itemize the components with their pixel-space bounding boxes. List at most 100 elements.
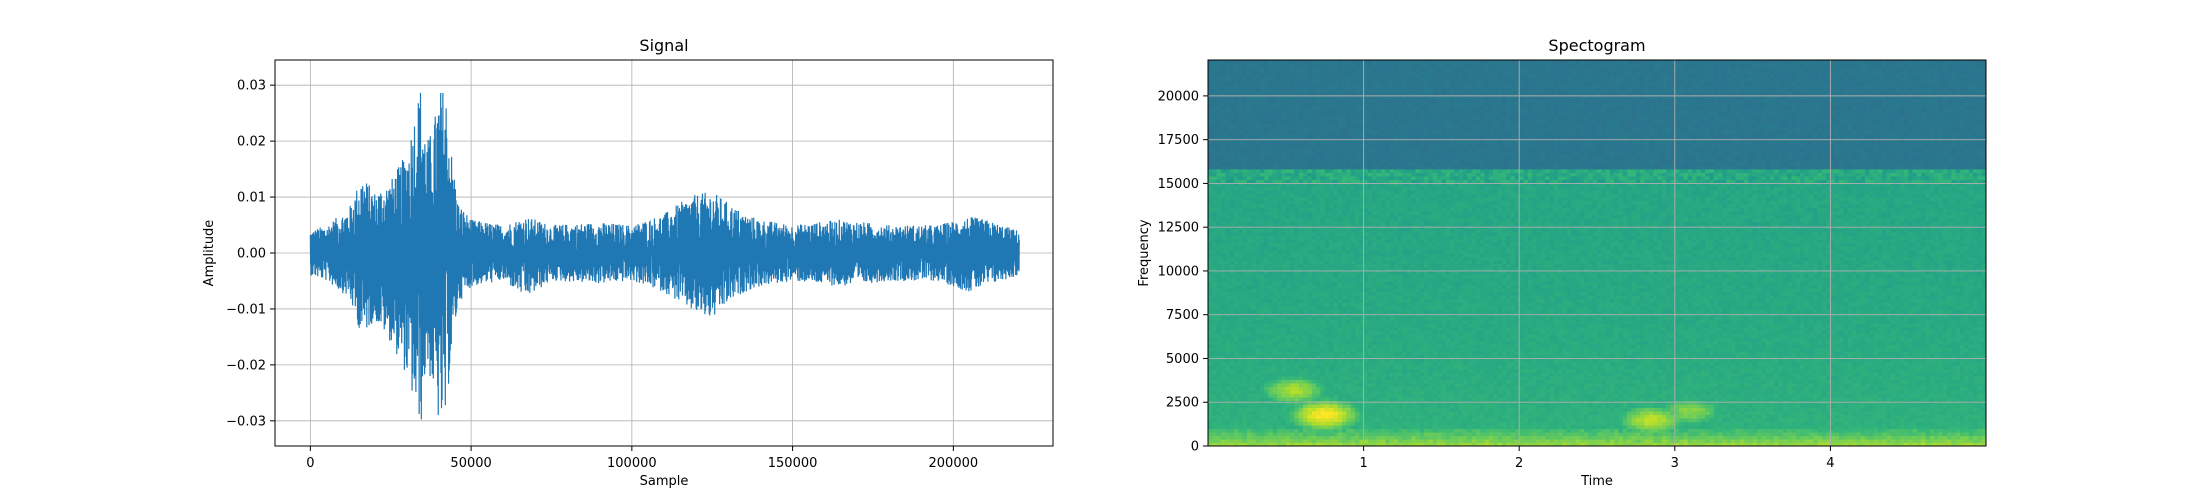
spectrogram-cell: [1869, 442, 1875, 446]
spectrogram-cell: [1290, 368, 1296, 373]
spectrogram-cell: [1359, 365, 1365, 370]
spectrogram-cell: [1960, 396, 1965, 401]
spectrogram-cell: [1454, 414, 1460, 419]
spectrogram-cell: [1869, 361, 1875, 366]
spectrogram-cell: [1545, 361, 1551, 366]
spectrogram-cell: [1890, 421, 1896, 426]
spectrogram-cell: [1899, 368, 1905, 373]
spectrogram-cell: [1730, 431, 1736, 437]
signal-waveform: [309, 92, 1020, 420]
spectrogram-cell: [1467, 442, 1473, 446]
spectrogram-cell: [1679, 417, 1685, 423]
spectrogram-cell: [1532, 375, 1538, 380]
spectrogram-cell: [1346, 389, 1352, 394]
spectrogram-cell: [1601, 435, 1607, 440]
spectrogram-cell: [1769, 351, 1775, 356]
spectrogram-cell: [1450, 417, 1455, 423]
spectrogram-cell: [1847, 403, 1853, 408]
spectrogram-cell: [1955, 438, 1961, 444]
spectrogram-cell: [1769, 410, 1775, 416]
spectrogram-cell: [1687, 431, 1693, 437]
spectrogram-cell: [1545, 365, 1551, 370]
spectrogram-cell: [1380, 365, 1386, 370]
spectrogram-cell: [1782, 396, 1788, 401]
spectrogram-cell: [1752, 396, 1758, 401]
spectrogram-cell: [1726, 351, 1732, 356]
spectrogram-cell: [1601, 431, 1607, 437]
spectrogram-cell: [1679, 414, 1685, 419]
spectrogram-cell: [1839, 389, 1844, 394]
spectrogram-cell: [1532, 382, 1538, 387]
spectrogram-cell: [1730, 351, 1736, 356]
spectrogram-cell: [1393, 417, 1399, 423]
spectrogram-cell: [1895, 361, 1901, 366]
spectrogram-cell: [1566, 414, 1572, 419]
spectrogram-cell: [1903, 428, 1909, 433]
spectrogram-cell: [1367, 442, 1373, 446]
spectrogram-cell: [1290, 410, 1296, 416]
spectrogram-cell: [1955, 368, 1961, 373]
spectrogram-cell: [1376, 442, 1382, 446]
spectrogram-cell: [1899, 365, 1905, 370]
spectrogram-cell: [1739, 410, 1745, 416]
spectrogram-cell: [1220, 358, 1226, 363]
spectrogram-cell: [1272, 410, 1278, 416]
spectrogram-cell: [1670, 421, 1676, 426]
spectrogram-cell: [1285, 354, 1291, 359]
spectrogram-cell: [1635, 424, 1641, 430]
spectrogram-cell: [1929, 421, 1935, 426]
spectrogram-cell: [1748, 386, 1754, 391]
spectrogram-cell: [1363, 358, 1369, 363]
spectrogram-cell: [1813, 442, 1819, 446]
spectrogram-cell: [1973, 389, 1978, 394]
spectrogram-cell: [1661, 386, 1667, 391]
spectrogram-cell: [1925, 431, 1931, 437]
spectrogram-cell: [1592, 410, 1598, 416]
spectrogram-cell: [1536, 407, 1542, 412]
spectrogram-cell: [1285, 414, 1291, 419]
spectrogram-cell: [1311, 442, 1317, 446]
spectrogram-cell: [1925, 396, 1931, 401]
spectrogram-cell: [1782, 410, 1788, 416]
spectrogram-cell: [1527, 414, 1533, 419]
spectrogram-cell: [1493, 435, 1499, 440]
spectrogram-cell: [1730, 386, 1736, 391]
spectrogram-cell: [1826, 379, 1831, 384]
spectrogram-cell: [1354, 372, 1360, 377]
spectrogram-cell: [1968, 365, 1974, 370]
spectrogram-cell: [1934, 382, 1940, 387]
spectrogram-cell: [1346, 379, 1352, 384]
spectrogram-cell: [1705, 424, 1710, 430]
spectrogram-cell: [1778, 361, 1784, 366]
spectrogram-cell: [1432, 379, 1438, 384]
spectrogram-cell: [1597, 396, 1602, 401]
spectrogram-cell: [1670, 375, 1676, 380]
spectrogram-cell: [1631, 407, 1637, 412]
spectrogram-cell: [1532, 358, 1538, 363]
spectrogram-cell: [1648, 354, 1654, 359]
spectrogram-cell: [1670, 424, 1676, 430]
spectrogram-cell: [1782, 375, 1788, 380]
spectrogram-cell: [1303, 393, 1309, 398]
spectrogram-cell: [1964, 407, 1970, 412]
spectrogram-cell: [1826, 403, 1831, 408]
spectrogram-cell: [1713, 358, 1719, 363]
spectrogram-cell: [1873, 403, 1879, 408]
spectrogram-cell: [1406, 435, 1412, 440]
spectrogram-cell: [1769, 372, 1775, 377]
spectrogram-cell: [1341, 389, 1347, 394]
spectrogram-cell: [1346, 424, 1352, 430]
spectrogram-cell: [1290, 393, 1296, 398]
spectrogram-cell: [1718, 393, 1723, 398]
spectrogram-cell: [1458, 361, 1464, 366]
spectrogram-cell: [1687, 438, 1693, 444]
spectrogram-cell: [1739, 442, 1745, 446]
spectrogram-cell: [1255, 417, 1261, 423]
spectrogram-cell: [1817, 379, 1823, 384]
spectrogram-cell: [1428, 386, 1434, 391]
spectrogram-cell: [1761, 358, 1767, 363]
spectrogram-cell: [1303, 428, 1309, 433]
spectrogram-cell: [1860, 442, 1866, 446]
spectrogram-cell: [1839, 428, 1844, 433]
spectrogram-cell: [1813, 431, 1819, 437]
